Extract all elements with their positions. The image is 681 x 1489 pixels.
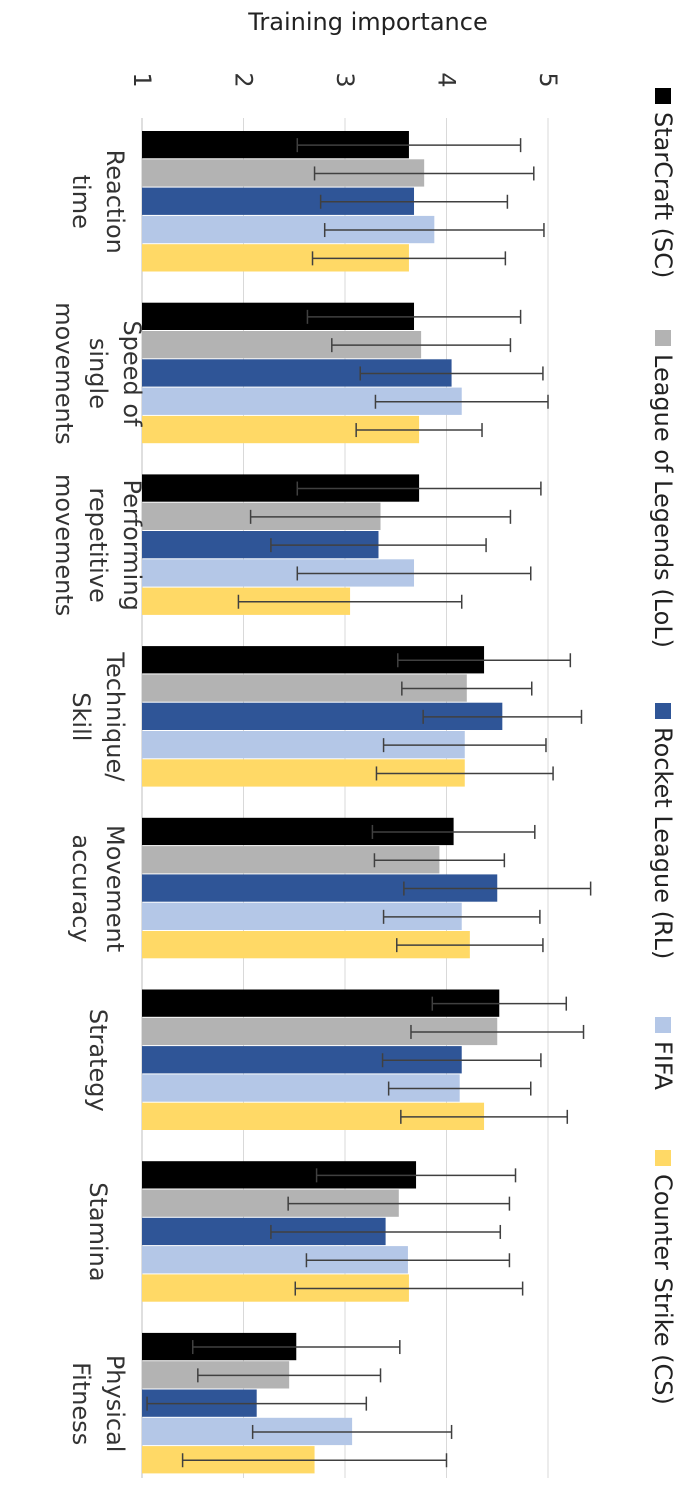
legend-label: League of Legends (LoL) <box>649 354 677 648</box>
legend-swatch <box>655 88 671 104</box>
category-label: Technique/ <box>101 651 129 782</box>
category-label: Physical <box>101 1355 129 1453</box>
category-label: Skill <box>67 692 95 741</box>
category-label: movements <box>50 302 78 444</box>
tick-label: 1 <box>128 72 156 87</box>
category-label: Reaction <box>101 150 129 254</box>
legend-swatch <box>655 1150 671 1166</box>
category-label: Performing <box>118 479 146 610</box>
category-label: Movement <box>101 825 129 952</box>
legend-swatch <box>655 703 671 719</box>
legend-label: Rocket League (RL) <box>649 727 677 959</box>
category-label: accuracy <box>67 834 95 942</box>
category-label: movements <box>50 474 78 616</box>
legend-label: StarCraft (SC) <box>649 112 677 278</box>
category-label: Fitness <box>67 1362 95 1445</box>
legend-swatch <box>655 330 671 346</box>
legend-label: FIFA <box>649 1041 677 1090</box>
y-axis-title: Training importance <box>247 8 487 36</box>
category-label: repetitive <box>84 488 112 603</box>
tick-label: 2 <box>230 72 258 87</box>
y-axis-ticks: 1 2 3 4 5 <box>128 72 562 87</box>
category-label: single <box>84 338 112 409</box>
category-label: Stamina <box>84 1182 112 1281</box>
category-label: Strategy <box>84 1009 112 1112</box>
tick-label: 5 <box>534 72 562 87</box>
bars <box>142 131 502 1473</box>
tick-label: 3 <box>331 72 359 87</box>
category-label: time <box>67 175 95 229</box>
tick-label: 4 <box>433 72 461 87</box>
legend-label: Counter Strike (CS) <box>649 1174 677 1405</box>
legend: StarCraft (SC) League of Legends (LoL) Roc… <box>649 88 677 1405</box>
category-label: Speed of <box>118 320 146 427</box>
legend-swatch <box>655 1017 671 1033</box>
